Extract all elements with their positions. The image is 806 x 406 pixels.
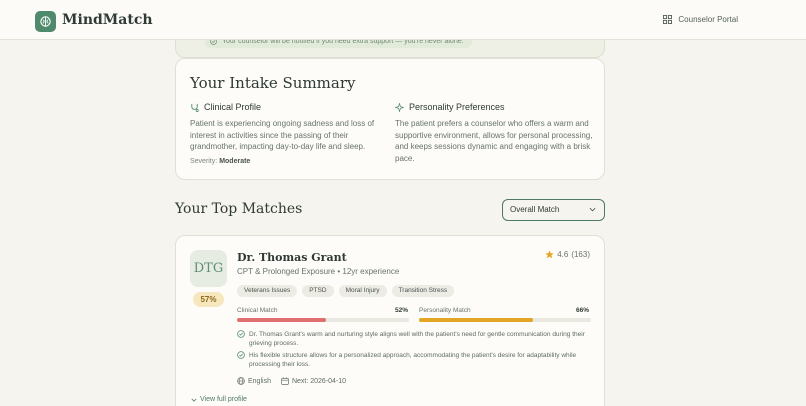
tag: Moral Injury <box>338 285 387 297</box>
overall-match-badge: 57% <box>193 292 224 307</box>
view-full-profile-label: View full profile <box>200 396 247 403</box>
sort-select[interactable]: Overall Match <box>502 199 605 221</box>
stethoscope-icon <box>191 103 199 112</box>
rating: 4.6 (163) <box>545 250 590 259</box>
next-availability-value: Next: 2026-04-10 <box>291 377 347 385</box>
match-card: DTG 57% Dr. Thomas Grant CPT & Prolonged… <box>175 235 605 406</box>
tag: Veterans Issues <box>237 285 298 297</box>
sort-selected-value: Overall Match <box>510 205 560 214</box>
specialty-tags: Veterans Issues PTSD Moral Injury Transi… <box>237 285 455 297</box>
clinical-match-fill <box>237 318 327 322</box>
severity-label: Severity: <box>190 158 218 165</box>
rating-value: 4.6 <box>557 250 569 259</box>
intake-summary-card: Your Intake Summary Clinical Profile Pat… <box>175 58 605 180</box>
support-notice-text: Your counselor will be notified if you n… <box>222 38 464 45</box>
next-availability: Next: 2026-04-10 <box>281 377 346 385</box>
brand-name[interactable]: MindMatch <box>62 12 153 28</box>
personality-match-label: Personality Match <box>419 307 471 314</box>
intake-title: Your Intake Summary <box>190 74 356 92</box>
counselor-portal-link[interactable]: Counselor Portal <box>663 15 738 24</box>
clinical-match-label: Clinical Match <box>237 307 278 314</box>
calendar-icon <box>281 377 289 385</box>
language: English <box>237 377 271 385</box>
star-icon <box>545 250 554 259</box>
match-reason-text: His flexible structure allows for a pers… <box>249 352 577 368</box>
clinical-profile-label: Clinical Profile <box>204 102 262 112</box>
avatar: DTG <box>190 250 227 287</box>
match-reason: His flexible structure allows for a pers… <box>237 351 597 369</box>
match-reason-text: Dr. Thomas Grant's warm and nurturing st… <box>249 331 585 347</box>
top-matches-title: Your Top Matches <box>175 201 303 217</box>
check-circle-icon <box>237 330 245 338</box>
counselor-meta: English Next: 2026-04-10 <box>237 377 346 385</box>
check-circle-icon <box>237 351 245 359</box>
app-header: MindMatch Counselor Portal <box>0 0 806 40</box>
chevron-down-icon <box>589 207 596 212</box>
personality-match-bar <box>419 318 591 322</box>
severity-value: Moderate <box>219 158 251 165</box>
personality-preferences-label: Personality Preferences <box>409 102 505 112</box>
review-count: (163) <box>571 250 590 259</box>
clinical-profile-text: Patient is experiencing ongoing sadness … <box>190 119 375 151</box>
sparkles-icon <box>395 102 404 112</box>
tag: PTSD <box>302 285 334 297</box>
match-reason: Dr. Thomas Grant's warm and nurturing st… <box>237 330 597 348</box>
personality-preferences-text: The patient prefers a counselor who offe… <box>395 119 593 163</box>
personality-match-value: 66% <box>576 307 590 314</box>
personality-preferences-heading: Personality Preferences <box>395 102 505 112</box>
clinical-profile-heading: Clinical Profile <box>190 102 261 112</box>
counselor-name[interactable]: Dr. Thomas Grant <box>237 251 347 264</box>
clinical-match-value: 52% <box>395 307 409 314</box>
chevron-down-icon <box>191 398 197 402</box>
view-full-profile-link[interactable]: View full profile <box>191 396 247 403</box>
language-value: English <box>248 377 271 385</box>
tag: Transition Stress <box>391 285 455 297</box>
portal-label: Counselor Portal <box>678 15 738 24</box>
brain-icon[interactable] <box>35 11 56 32</box>
grid-icon <box>663 15 673 24</box>
personality-match-fill <box>419 318 533 322</box>
severity: Severity: Moderate <box>190 158 250 165</box>
globe-icon <box>237 377 245 385</box>
clinical-match-bar <box>237 318 409 322</box>
counselor-subtitle: CPT & Prolonged Exposure • 12yr experien… <box>237 267 400 276</box>
